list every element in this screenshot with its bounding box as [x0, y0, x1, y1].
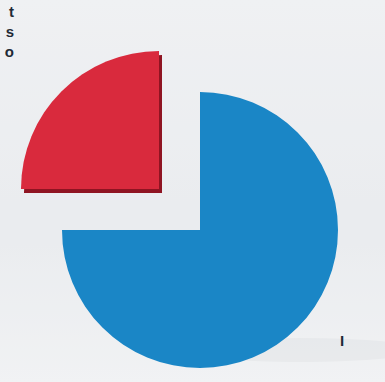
pie — [21, 51, 338, 368]
pie-slice — [21, 51, 159, 189]
annotation: s — [6, 23, 14, 40]
annotation: t — [9, 3, 14, 20]
chart: tso I — [0, 0, 385, 382]
annotation: I — [340, 332, 344, 349]
annotation: o — [5, 43, 14, 60]
backdrop — [0, 0, 385, 382]
background — [0, 0, 385, 382]
